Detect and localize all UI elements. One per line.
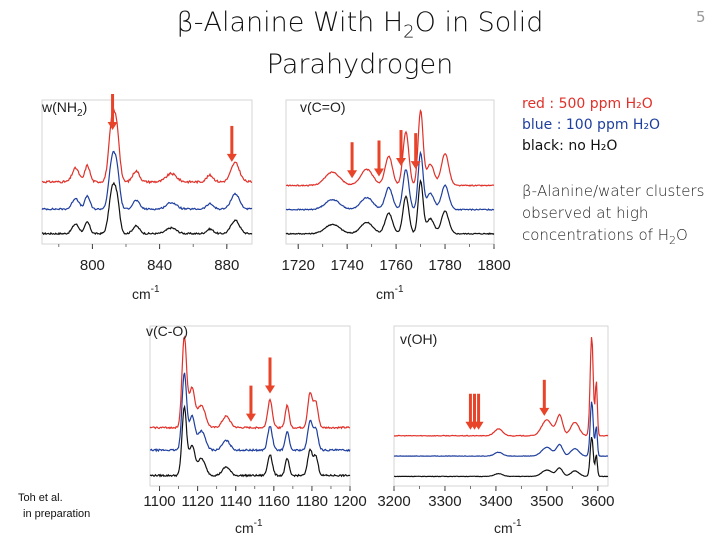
x-tick-label: 1780 <box>428 257 461 274</box>
x-axis-unit-sup: -1 <box>513 518 522 529</box>
x-tick-label: 800 <box>80 257 105 274</box>
series-line-red <box>393 337 609 437</box>
panel-label-sub: 2 <box>77 108 83 119</box>
series-line-red <box>149 335 351 430</box>
observation-note: β-Alanine/water clusters observed at hig… <box>522 180 712 252</box>
legend-black: black: no H₂O <box>522 138 618 154</box>
x-tick-label: 3400 <box>479 493 512 510</box>
color-legend: red : 500 ppm H₂O blue : 100 ppm H₂O bla… <box>522 94 660 157</box>
plot-frame <box>285 99 495 245</box>
peak-arrowhead-1 <box>265 385 275 394</box>
x-tick-label: 1180 <box>296 493 328 510</box>
panel-label-text: v(C=O) <box>300 99 346 115</box>
peak-arrowhead-1 <box>226 153 237 162</box>
x-axis-unit: cm-1 <box>132 284 160 302</box>
plot-frame <box>149 325 351 487</box>
x-tick-label: 3500 <box>530 493 563 510</box>
title-text: β-Alanine With H <box>176 7 404 38</box>
series-line-blue <box>41 150 253 211</box>
peak-arrowhead-3 <box>539 407 550 416</box>
x-tick-label: 1100 <box>143 493 175 510</box>
series-line-black <box>41 181 253 236</box>
peak-arrowhead-0 <box>107 122 118 130</box>
x-tick-label: 1760 <box>379 257 412 274</box>
x-tick-label: 1140 <box>220 493 252 510</box>
x-tick-label: 3600 <box>581 493 614 510</box>
x-axis-unit-sup: -1 <box>151 284 160 295</box>
series-line-black <box>394 436 609 478</box>
citation: Toh et al. in preparation <box>18 490 90 522</box>
panel-label-text: v(C-O) <box>146 323 188 339</box>
panel-label: v(C-O) <box>146 323 188 339</box>
x-tick-label: 1200 <box>333 493 366 510</box>
panel-label: v(OH) <box>400 331 437 347</box>
series-line-blue <box>393 401 609 457</box>
panel-label: v(C=O) <box>300 99 346 115</box>
x-axis-unit-text: cm <box>235 520 254 536</box>
x-axis-unit-text: cm <box>132 286 151 302</box>
slide-number: 5 <box>696 8 706 26</box>
panel-label: w(NH2) <box>41 99 87 119</box>
series-line-blue <box>285 150 495 211</box>
spectrum-panel-oh: 3200 3300 3400 3500 3600 v(OH) cm-1 <box>377 325 614 536</box>
note-text-end: O <box>675 226 688 244</box>
series-line-red <box>285 108 495 187</box>
peak-arrowhead-2 <box>396 158 407 167</box>
series-line-red <box>41 108 253 185</box>
series-line-black <box>285 178 495 236</box>
x-tick-label: 1120 <box>181 493 213 510</box>
x-axis-unit: cm-1 <box>235 518 263 536</box>
x-tick-label: 1740 <box>330 257 363 274</box>
panel-label-end: ) <box>83 99 88 115</box>
x-tick-label: 840 <box>147 257 172 274</box>
plot-frame <box>393 325 609 487</box>
peak-arrowhead-3 <box>410 161 421 170</box>
x-axis-unit-text: cm <box>376 286 395 302</box>
peak-arrowhead-2 <box>473 421 484 430</box>
note-subscript: 2 <box>668 234 676 247</box>
x-axis-unit-sup: -1 <box>395 284 404 295</box>
x-axis-unit-sup: -1 <box>254 518 263 529</box>
peak-arrowhead-0 <box>245 413 256 422</box>
legend-red: red : 500 ppm H₂O <box>522 96 653 112</box>
x-tick-label: 1720 <box>282 257 315 274</box>
spectrum-panel-co-stretch: 1720 1740 1760 1780 1800 v(C=O) cm-1 <box>282 99 511 302</box>
x-axis-unit: cm-1 <box>376 284 404 302</box>
note-text: β-Alanine/water clusters observed at hig… <box>522 182 705 244</box>
title-line2: Parahydrogen <box>266 49 454 81</box>
slide-title: β-Alanine With H2O in Solid Parahydrogen <box>120 6 600 81</box>
x-tick-label: 1800 <box>477 257 510 274</box>
series-line-black <box>149 404 351 478</box>
peak-arrowhead-0 <box>347 170 358 179</box>
plot-frame <box>41 99 253 245</box>
x-axis-unit-text: cm <box>494 520 513 536</box>
spectrum-panel-nh2: 800 840 880 w(NH2) cm-1 <box>41 94 253 302</box>
x-tick-label: 3200 <box>377 493 410 510</box>
title-text-cont: O in Solid <box>414 7 544 38</box>
title-subscript: 2 <box>403 21 415 43</box>
x-tick-label: 3300 <box>428 493 461 510</box>
x-tick-label: 1160 <box>258 493 290 510</box>
panel-label-text: w(NH <box>41 99 77 115</box>
series-line-blue <box>149 372 351 453</box>
x-axis-unit: cm-1 <box>494 518 522 536</box>
panel-label-text: v(OH) <box>400 331 437 347</box>
citation-line1: Toh et al. <box>18 492 63 504</box>
spectrum-panel-c-o: 1100 1120 1140 1160 1180 1200 v(C-O) cm-1 <box>143 323 366 536</box>
citation-line2: in preparation <box>23 508 91 520</box>
x-tick-label: 880 <box>214 257 239 274</box>
peak-arrowhead-1 <box>373 168 384 177</box>
legend-blue: blue : 100 ppm H₂O <box>522 117 661 133</box>
